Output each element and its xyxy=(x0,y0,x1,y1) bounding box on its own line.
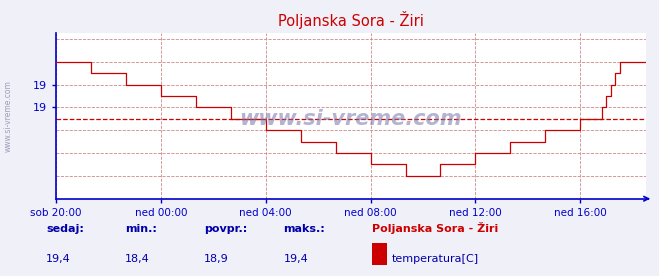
Text: povpr.:: povpr.: xyxy=(204,224,248,234)
Text: www.si-vreme.com: www.si-vreme.com xyxy=(3,80,13,152)
Text: 18,9: 18,9 xyxy=(204,254,229,264)
Text: 19,4: 19,4 xyxy=(46,254,71,264)
Text: temperatura[C]: temperatura[C] xyxy=(392,254,479,264)
Text: sedaj:: sedaj: xyxy=(46,224,84,234)
Text: www.si-vreme.com: www.si-vreme.com xyxy=(240,109,462,129)
Text: 19,4: 19,4 xyxy=(283,254,308,264)
Text: Poljanska Sora - Žiri: Poljanska Sora - Žiri xyxy=(372,222,499,234)
Text: 18,4: 18,4 xyxy=(125,254,150,264)
Text: maks.:: maks.: xyxy=(283,224,325,234)
Title: Poljanska Sora - Žiri: Poljanska Sora - Žiri xyxy=(278,11,424,29)
Text: min.:: min.: xyxy=(125,224,157,234)
